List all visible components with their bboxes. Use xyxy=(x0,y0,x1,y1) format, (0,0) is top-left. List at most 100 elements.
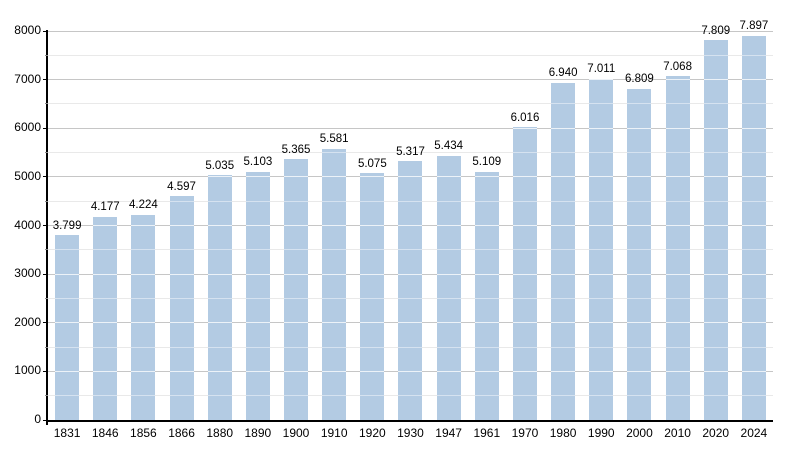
bar-gridline-stripe xyxy=(55,249,80,251)
bar-gridline-stripe xyxy=(436,273,461,275)
x-tick-label: 1920 xyxy=(358,426,386,440)
bar-gridline-stripe xyxy=(284,249,309,251)
bar-gridline-stripe xyxy=(665,225,690,226)
bar-gridline-stripe xyxy=(627,103,652,105)
bar-value-label: 5.365 xyxy=(281,143,311,156)
bar-value-label: 5.434 xyxy=(434,140,464,153)
bar-gridline-stripe xyxy=(703,103,728,105)
y-tick-label: 4000 xyxy=(14,217,41,232)
bar-gridline-stripe xyxy=(398,249,423,251)
bar-slot: 5.035 1880 xyxy=(201,31,239,440)
bar-gridline-stripe xyxy=(512,152,537,154)
bar-gridline-stripe xyxy=(207,395,232,397)
y-axis-minor-tick xyxy=(45,346,48,348)
bar-slot: 5.434 1947 xyxy=(430,31,468,440)
bar-slot: 5.109 1961 xyxy=(468,31,506,440)
bar-gridline-stripe xyxy=(245,370,270,372)
bar-gridline-stripe xyxy=(589,127,614,129)
bar-gridline-stripe xyxy=(474,370,499,372)
bar-gridline-stripe xyxy=(322,225,347,226)
bar-gridline-stripe xyxy=(360,176,385,178)
bar-slot: 3.799 1831 xyxy=(48,31,86,440)
bar-gridline-stripe xyxy=(474,176,499,178)
x-tick-label: 2020 xyxy=(702,426,730,440)
bar-gridline-stripe xyxy=(93,297,118,299)
bar-gridline-stripe xyxy=(589,297,614,299)
bar-gridline-stripe xyxy=(741,225,766,226)
bar-gridline-stripe xyxy=(627,225,652,226)
bar-gridline-stripe xyxy=(322,200,347,202)
bar-gridline-stripe xyxy=(627,127,652,129)
bar-gridline-stripe xyxy=(741,370,766,372)
bar-gridline-stripe xyxy=(55,395,80,397)
bar-gridline-stripe xyxy=(322,152,347,154)
bar-gridline-stripe xyxy=(322,395,347,397)
bar-gridline-stripe xyxy=(322,273,347,275)
bar xyxy=(131,214,156,420)
bar-gridline-stripe xyxy=(436,395,461,397)
bar-gridline-stripe xyxy=(589,249,614,251)
bar-gridline-stripe xyxy=(398,225,423,226)
bar-slot: 5.103 1890 xyxy=(239,31,277,440)
bar-gridline-stripe xyxy=(474,346,499,348)
bar-gridline-stripe xyxy=(512,200,537,202)
y-axis-major-tick xyxy=(43,419,48,421)
bar xyxy=(627,88,652,420)
bar-gridline-stripe xyxy=(474,200,499,202)
bar-gridline-stripe xyxy=(131,370,156,372)
bar-gridline-stripe xyxy=(741,273,766,275)
bar-gridline-stripe xyxy=(551,200,576,202)
bar-value-label: 6.016 xyxy=(510,111,540,124)
bar-gridline-stripe xyxy=(627,297,652,299)
bar-gridline-stripe xyxy=(131,346,156,348)
bar xyxy=(589,79,614,420)
bar-gridline-stripe xyxy=(131,249,156,251)
y-tick-label: 5000 xyxy=(14,168,41,183)
bar-gridline-stripe xyxy=(703,249,728,251)
bar-gridline-stripe xyxy=(436,322,461,324)
bar-gridline-stripe xyxy=(360,200,385,202)
x-tick-label: 1866 xyxy=(168,426,195,440)
bar-value-label: 4.224 xyxy=(129,198,158,211)
minor-gridline xyxy=(48,152,773,154)
bar-gridline-stripe xyxy=(131,395,156,397)
bar-gridline-stripe xyxy=(474,395,499,397)
bar-slot: 7.068 2010 xyxy=(659,31,697,440)
bar-gridline-stripe xyxy=(93,395,118,397)
bar-gridline-stripe xyxy=(55,370,80,372)
bar-gridline-stripe xyxy=(703,176,728,178)
bar xyxy=(512,127,537,420)
bar-gridline-stripe xyxy=(245,249,270,251)
bar-gridline-stripe xyxy=(703,395,728,397)
bar-value-label: 5.075 xyxy=(357,157,387,170)
y-tick-label: 0 xyxy=(34,412,41,426)
bar-gridline-stripe xyxy=(665,152,690,154)
bar-gridline-stripe xyxy=(398,297,423,299)
bar-gridline-stripe xyxy=(436,176,461,178)
bar-slot: 7.897 2024 xyxy=(735,20,773,440)
bar-value-label: 7.068 xyxy=(663,60,692,73)
bar-gridline-stripe xyxy=(131,273,156,275)
bar-gridline-stripe xyxy=(474,225,499,226)
minor-gridline xyxy=(48,54,773,56)
x-tick-label: 1930 xyxy=(397,426,424,440)
bar-gridline-stripe xyxy=(169,249,194,251)
x-tick-label: 1900 xyxy=(282,426,310,440)
x-tick-label: 1846 xyxy=(91,426,119,440)
bar-gridline-stripe xyxy=(741,127,766,129)
bar xyxy=(474,171,499,420)
bar-gridline-stripe xyxy=(169,346,194,348)
bar-gridline-stripe xyxy=(169,297,194,299)
x-tick-label: 1970 xyxy=(511,426,539,440)
bar-gridline-stripe xyxy=(627,322,652,324)
bar-gridline-stripe xyxy=(245,273,270,275)
bar-gridline-stripe xyxy=(284,322,309,324)
bar-gridline-stripe xyxy=(741,395,766,397)
y-tick-label: 7000 xyxy=(14,71,41,86)
x-tick-label: 1880 xyxy=(206,426,234,440)
bar-gridline-stripe xyxy=(551,346,576,348)
bar-gridline-stripe xyxy=(360,370,385,372)
bar-gridline-stripe xyxy=(93,249,118,251)
bar-gridline-stripe xyxy=(551,152,576,154)
bar-gridline-stripe xyxy=(398,370,423,372)
